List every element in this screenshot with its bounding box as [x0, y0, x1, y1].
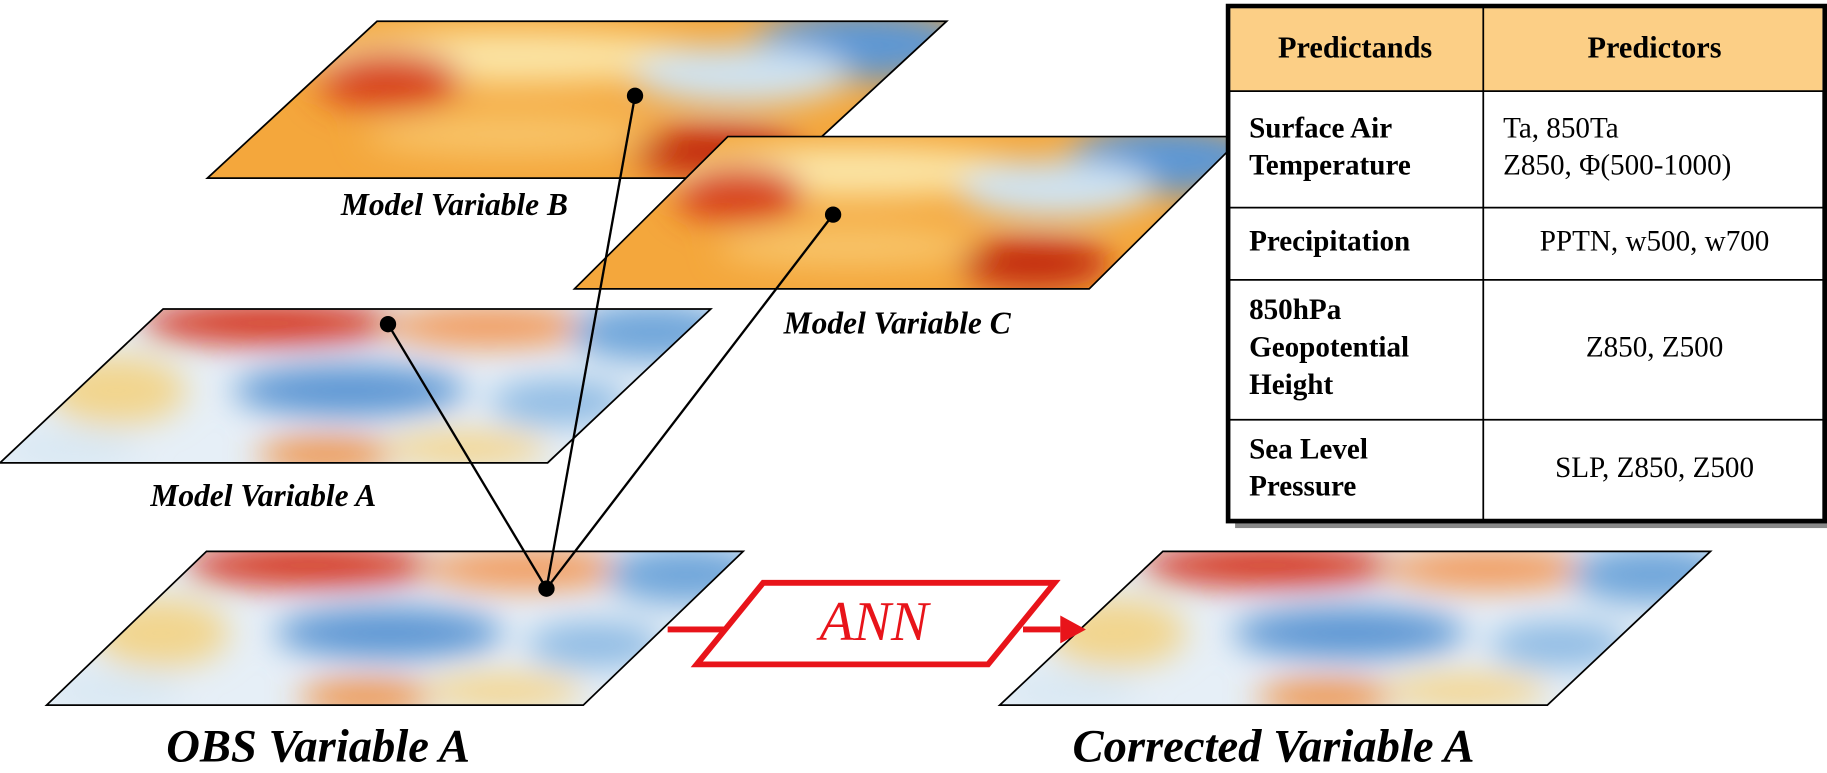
predictand: Pressure: [1249, 471, 1356, 503]
predictor: SLP, Z850, Z500: [1555, 452, 1754, 484]
predictand: Height: [1249, 369, 1333, 401]
predictand: Sea Level: [1249, 433, 1368, 465]
predictand: Temperature: [1249, 150, 1411, 182]
predictand: 850hPa: [1249, 294, 1342, 326]
predictand: Geopotential: [1249, 331, 1409, 363]
ann-label: ANN: [816, 591, 931, 653]
map-corrected: [1000, 544, 1734, 713]
predictor: Ta, 850Ta: [1503, 112, 1619, 144]
map-obs: [47, 544, 766, 713]
map-label: Model Variable C: [783, 306, 1012, 341]
predictor: PPTN, w500, w700: [1540, 225, 1770, 257]
ann-arrow: [667, 579, 1086, 668]
predictor: Z850, Φ(500-1000): [1503, 150, 1731, 182]
predictand: Precipitation: [1249, 225, 1410, 257]
predictor: Z850, Z500: [1586, 331, 1723, 363]
points: [379, 87, 842, 597]
predictand: Surface Air: [1249, 112, 1392, 144]
table-header: Predictors: [1588, 30, 1722, 64]
connectors: [387, 95, 835, 590]
map-label: OBS Variable A: [166, 720, 470, 772]
map-model-a: [0, 302, 734, 471]
map-label: Model Variable B: [340, 187, 568, 222]
table: Predictands Predictors Surface Air Temper…: [1225, 3, 1827, 529]
map-label: Corrected Variable A: [1073, 720, 1475, 772]
map-label: Model Variable A: [149, 478, 376, 513]
table-header: Predictands: [1278, 30, 1432, 64]
